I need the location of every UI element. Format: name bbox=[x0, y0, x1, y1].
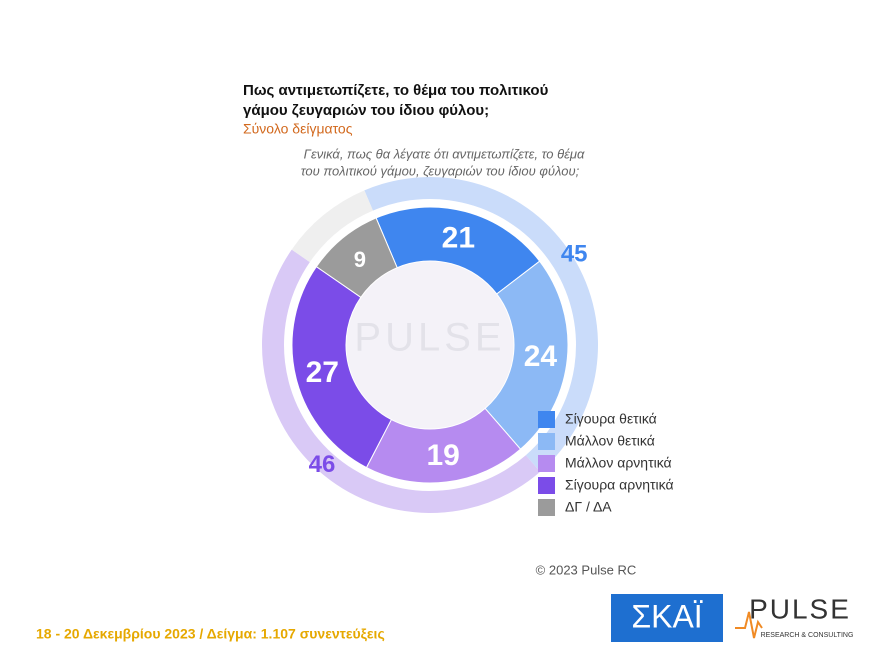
segment bbox=[291, 265, 393, 469]
watermark: PULSE bbox=[354, 316, 505, 360]
value-label: 19 bbox=[426, 439, 459, 472]
legend-swatch bbox=[538, 499, 555, 516]
donut: 45 46 21 24 19 27 9 bbox=[262, 177, 598, 513]
legend-label: ΔΓ / ΔΑ bbox=[565, 499, 612, 515]
segment bbox=[484, 260, 569, 450]
copyright: © 2023 Pulse RC bbox=[536, 562, 637, 577]
skai-logo bbox=[611, 594, 723, 642]
value-label: 21 bbox=[442, 222, 475, 255]
legend-label: Μάλλον αρνητικά bbox=[565, 455, 672, 471]
pulse-icon bbox=[735, 611, 763, 639]
segment bbox=[315, 217, 398, 298]
legend-swatch bbox=[538, 433, 555, 450]
legend-label: Σίγουρα αρνητικά bbox=[565, 477, 674, 493]
footer: 18 - 20 Δεκεμβρίου 2023 / Δείγμα: 1.107 … bbox=[36, 626, 385, 642]
legend-swatch bbox=[538, 455, 555, 472]
outer-segment bbox=[262, 249, 541, 513]
value-label: 27 bbox=[306, 356, 339, 389]
legend-label: Μάλλον θετικά bbox=[565, 433, 655, 449]
title-line: Πως αντιμετωπίζετε, το θέμα του πολιτικο… bbox=[243, 82, 549, 99]
center bbox=[346, 261, 514, 429]
legend-swatch bbox=[538, 477, 555, 494]
legend-label: Σίγουρα θετικά bbox=[565, 411, 657, 427]
pulse-logo-sub: RESEARCH & CONSULTING bbox=[761, 632, 854, 639]
legend-swatch bbox=[538, 411, 555, 428]
value-label: 24 bbox=[524, 340, 558, 373]
question-line: του πολιτικού γάμου, ζευγαριών του ίδιου… bbox=[301, 163, 580, 178]
outer-segment bbox=[291, 190, 373, 263]
title-line: γάμου ζευγαριών του ίδιου φύλου; bbox=[243, 102, 489, 119]
skai-logo-text: ΣΚΑΪ bbox=[631, 598, 702, 634]
value-label: 9 bbox=[354, 247, 366, 272]
outer-label: 46 bbox=[309, 451, 336, 478]
pulse-logo: PULSE bbox=[749, 593, 851, 624]
subtitle: Σύνολο δείγματος bbox=[243, 121, 353, 137]
question-line: Γενικά, πως θα λέγατε ότι αντιμετωπίζετε… bbox=[304, 146, 585, 161]
outer-label: 45 bbox=[561, 240, 588, 267]
